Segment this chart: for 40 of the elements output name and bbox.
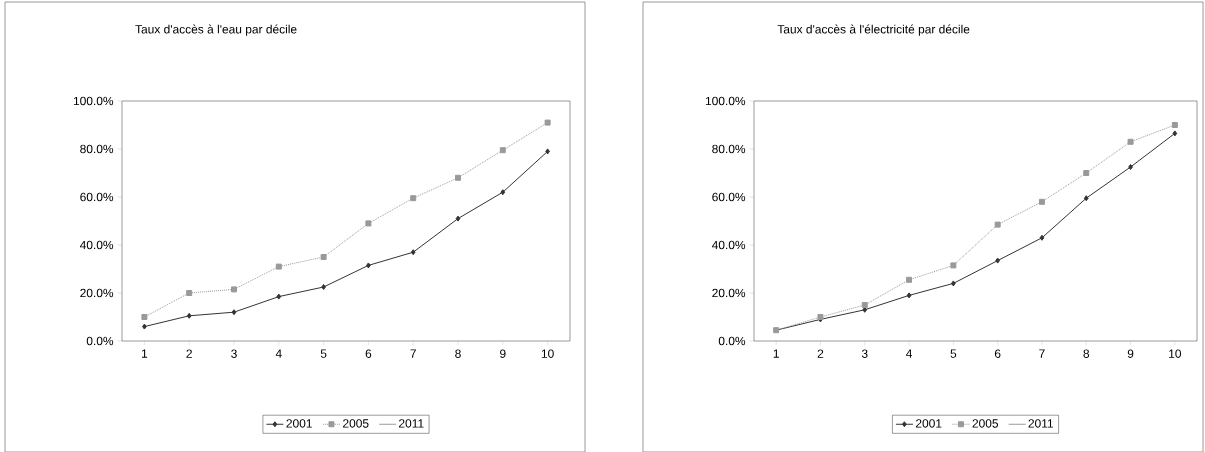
x-tick-label: 4 [906,349,913,358]
legend-label: 2011 [1028,419,1054,428]
y-tick-label: 80.0% [80,144,114,154]
legend-label: 2001 [286,419,312,428]
chart-title: Taux d'accès à l'électricité par décile [777,24,970,36]
y-tick-label: 100.0% [73,96,114,106]
x-tick-label: 3 [861,349,868,358]
y-tick-label: 0.0% [718,336,746,346]
x-tick-label: 7 [1039,349,1045,358]
x-tick-label: 1 [141,349,148,358]
y-tick-label: 0.0% [86,336,114,346]
y-tick-label: 60.0% [80,192,114,202]
x-tick-label: 6 [994,349,1001,358]
x-tick-label: 8 [455,349,461,358]
x-tick-label: 4 [275,349,282,358]
x-tick-label: 9 [1127,349,1134,358]
x-tick-label: 10 [1169,349,1182,358]
y-tick-label: 40.0% [79,240,114,250]
legend-label: 2005 [343,419,369,428]
x-tick-label: 7 [410,349,416,358]
y-tick-label: 20.0% [80,288,114,298]
x-tick-label: 8 [1083,349,1090,358]
x-tick-label: 6 [365,349,372,358]
legend-label: 2001 [915,419,942,428]
y-tick-label: 100.0% [705,96,746,106]
x-tick-label: 2 [186,349,192,358]
x-tick-label: 2 [817,349,824,358]
x-tick-label: 5 [950,349,957,358]
x-tick-label: 9 [500,349,506,358]
y-tick-label: 20.0% [712,288,746,298]
legend-label: 2005 [972,419,999,428]
x-tick-label: 1 [773,349,779,358]
legend-label: 2011 [399,419,424,428]
x-tick-label: 5 [320,349,327,358]
y-tick-label: 60.0% [712,192,746,202]
chart-title: Taux d'accès à l'eau par décile [135,24,297,36]
y-tick-label: 40.0% [711,240,746,250]
y-tick-label: 80.0% [712,144,746,154]
x-tick-label: 3 [231,349,237,358]
x-tick-label: 10 [541,349,554,358]
